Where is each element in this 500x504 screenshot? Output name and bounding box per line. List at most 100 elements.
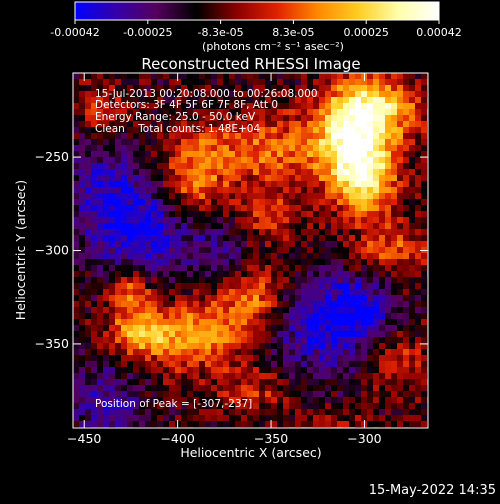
heatmap-cell [277,187,284,194]
heatmap-cell [91,403,98,410]
heatmap-cell [151,145,158,152]
heatmap-cell [301,301,308,308]
heatmap-cell [271,373,278,380]
heatmap-cell [415,103,422,110]
heatmap-cell [79,133,86,140]
heatmap-cell [223,367,230,374]
heatmap-cell [127,385,134,392]
heatmap-cell [397,187,404,194]
heatmap-cell [331,367,338,374]
heatmap-cell [283,193,290,200]
heatmap-cell [133,397,140,404]
heatmap-cell [103,283,110,290]
heatmap-cell [289,331,296,338]
heatmap-cell [211,253,218,260]
heatmap-cell [289,301,296,308]
heatmap-cell [265,289,272,296]
heatmap-cell [337,73,344,80]
heatmap-cell [217,331,224,338]
heatmap-cell [193,79,200,86]
heatmap-cell [223,349,230,356]
heatmap-cell [241,361,248,368]
heatmap-cell [169,211,176,218]
heatmap-cell [415,121,422,128]
heatmap-cell [151,415,158,422]
heatmap-cell [331,163,338,170]
heatmap-cell [211,343,218,350]
heatmap-cell [175,355,182,362]
x-tick-label: −450 [67,431,101,446]
heatmap-cell [343,337,350,344]
heatmap-cell [403,271,410,278]
heatmap-cell [337,373,344,380]
heatmap-cell [223,337,230,344]
heatmap-cell [205,73,212,80]
heatmap-cell [187,115,194,122]
heatmap-cell [397,259,404,266]
heatmap-cell [127,355,134,362]
heatmap-cell [403,265,410,272]
heatmap-cell [253,217,260,224]
heatmap-cell [265,235,272,242]
heatmap-cell [253,127,260,134]
heatmap-cell [259,139,266,146]
heatmap-cell [385,415,392,422]
heatmap-cell [259,289,266,296]
heatmap-cell [265,79,272,86]
heatmap-cell [73,145,80,152]
heatmap-cell [175,253,182,260]
heatmap-cell [97,151,104,158]
heatmap-cell [121,379,128,386]
heatmap-cell [79,103,86,110]
heatmap-cell [265,103,272,110]
heatmap-cell [385,139,392,146]
heatmap-cell [157,301,164,308]
heatmap-cell [379,379,386,386]
heatmap-cell [421,271,428,278]
heatmap-cell [283,133,290,140]
heatmap-cell [217,103,224,110]
heatmap-cell [331,421,338,428]
heatmap-cell [217,385,224,392]
heatmap-cell [253,259,260,266]
heatmap-cell [97,211,104,218]
heatmap-cell [301,373,308,380]
heatmap-cell [349,115,356,122]
heatmap-cell [241,391,248,398]
heatmap-cell [259,337,266,344]
heatmap-cell [253,97,260,104]
heatmap-cell [307,283,314,290]
heatmap-cell [85,289,92,296]
heatmap-cell [229,301,236,308]
heatmap-cell [157,145,164,152]
heatmap-cell [127,307,134,314]
heatmap-cell [151,115,158,122]
heatmap-cell [385,313,392,320]
heatmap-cell [349,163,356,170]
heatmap-cell [349,199,356,206]
heatmap-cell [223,421,230,428]
heatmap-cell [301,169,308,176]
heatmap-cell [205,169,212,176]
heatmap-cell [313,247,320,254]
heatmap-cell [271,313,278,320]
heatmap-cell [127,361,134,368]
heatmap-cell [157,193,164,200]
heatmap-cell [325,163,332,170]
heatmap-cell [379,349,386,356]
heatmap-cell [187,253,194,260]
heatmap-cell [289,73,296,80]
heatmap-cell [145,409,152,416]
heatmap-cell [415,325,422,332]
heatmap-cell [229,271,236,278]
heatmap-cell [295,253,302,260]
heatmap-cell [343,253,350,260]
heatmap-cell [115,115,122,122]
heatmap-cell [313,157,320,164]
heatmap-cell [289,85,296,92]
heatmap-cell [247,391,254,398]
heatmap-cell [343,349,350,356]
heatmap-cell [97,91,104,98]
heatmap-cell [223,295,230,302]
heatmap-cell [349,307,356,314]
